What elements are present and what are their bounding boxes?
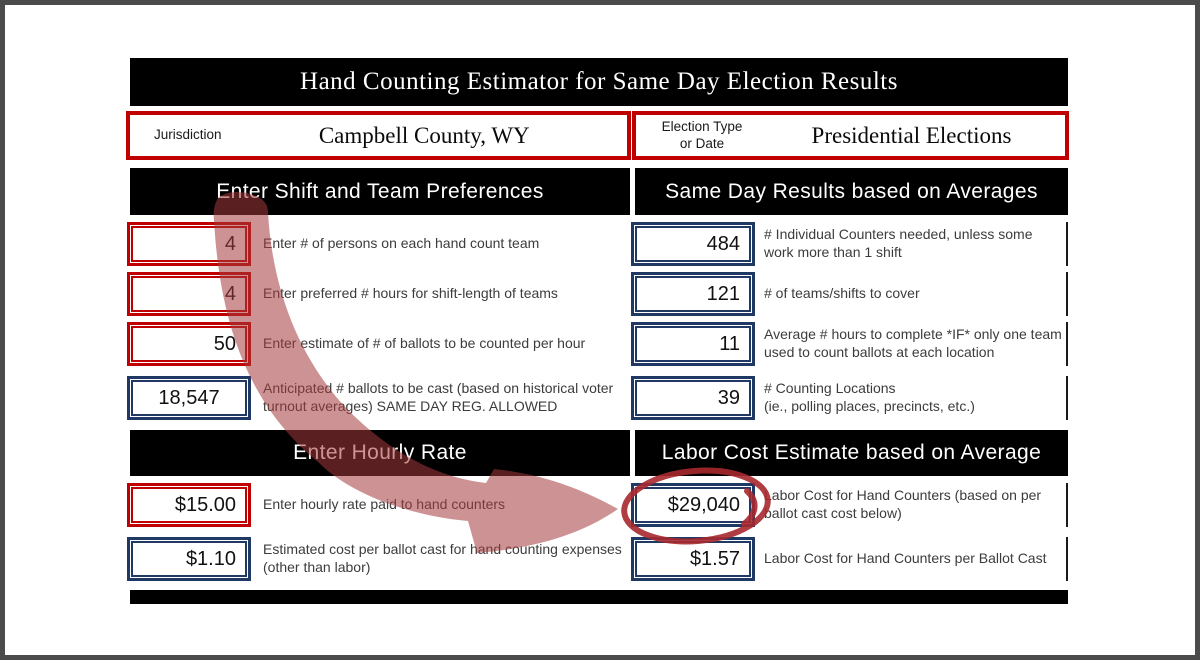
input-hourly-rate[interactable]: $15.00: [127, 483, 251, 527]
cell-value: 121: [706, 282, 740, 305]
section-header-shift-preferences: Enter Shift and Team Preferences: [130, 168, 630, 215]
section-header-labor-cost: Labor Cost Estimate based on Average: [635, 430, 1068, 476]
cell-value: $29,040: [667, 493, 740, 516]
election-type-label: Election Type or Date: [661, 118, 743, 151]
input-ballots-per-hour-desc: Enter estimate of # of ballots to be cou…: [263, 335, 586, 352]
cell-value: 39: [717, 386, 740, 409]
page-title: Hand Counting Estimator for Same Day Ele…: [130, 58, 1068, 106]
output-counting-locations-desc: # Counting Locations (ie., polling place…: [764, 380, 975, 414]
input-ballots-per-hour[interactable]: 50: [127, 322, 251, 366]
output-labor-cost-per-ballot-desc: Labor Cost for Hand Counters per Ballot …: [764, 550, 1047, 567]
output-average-hours-desc: Average # hours to complete *IF* only on…: [764, 326, 1062, 360]
cell-value: 18,547: [158, 386, 220, 409]
output-labor-cost-total: $29,040: [631, 483, 755, 527]
cell-value: 484: [706, 232, 740, 255]
output-team-shifts: 121: [631, 272, 755, 316]
row-right-border: [1066, 483, 1068, 527]
output-average-hours: 11: [631, 322, 755, 366]
output-cost-per-ballot-other-desc: Estimated cost per ballot cast for hand …: [263, 541, 622, 575]
row-right-border: [1066, 272, 1068, 316]
cell-value: $15.00: [174, 493, 236, 516]
election-type-value[interactable]: Presidential Elections: [811, 122, 1012, 148]
input-shift-hours[interactable]: 4: [127, 272, 251, 316]
section-header-hourly-rate: Enter Hourly Rate: [130, 430, 630, 476]
row-right-border: [1066, 222, 1068, 266]
row-right-border: [1066, 537, 1068, 581]
jurisdiction-label: Jurisdiction: [154, 127, 222, 143]
cell-value: $1.10: [185, 547, 236, 570]
election-type-cell: Election Type or Date Presidential Elect…: [632, 111, 1069, 160]
output-team-shifts-desc: # of teams/shifts to cover: [764, 285, 920, 302]
input-persons-per-team-desc: Enter # of persons on each hand count te…: [263, 235, 540, 252]
cell-value: $1.57: [689, 547, 740, 570]
output-counting-locations: 39: [631, 376, 755, 420]
bottom-divider-bar: [130, 590, 1068, 604]
jurisdiction-value[interactable]: Campbell County, WY: [318, 122, 530, 148]
cell-value: 50: [213, 332, 236, 355]
output-labor-cost-total-desc: Labor Cost for Hand Counters (based on p…: [764, 487, 1042, 521]
input-hourly-rate-desc: Enter hourly rate paid to hand counters: [263, 496, 506, 513]
row-right-border: [1066, 376, 1068, 420]
cell-value: 11: [719, 332, 740, 355]
output-anticipated-ballots: 18,547: [127, 376, 251, 420]
row-right-border: [1066, 322, 1068, 366]
output-cost-per-ballot-other: $1.10: [127, 537, 251, 581]
section-header-same-day-results: Same Day Results based on Averages: [635, 168, 1068, 215]
output-anticipated-ballots-desc: Anticipated # ballots to be cast (based …: [263, 380, 614, 414]
output-individual-counters-desc: # Individual Counters needed, unless som…: [764, 226, 1033, 260]
input-persons-per-team[interactable]: 4: [127, 222, 251, 266]
output-individual-counters: 484: [631, 222, 755, 266]
jurisdiction-cell: Jurisdiction Campbell County, WY: [126, 111, 631, 160]
cell-value: 4: [224, 232, 236, 255]
cell-value: 4: [224, 282, 236, 305]
input-shift-hours-desc: Enter preferred # hours for shift-length…: [263, 285, 558, 302]
output-labor-cost-per-ballot: $1.57: [631, 537, 755, 581]
